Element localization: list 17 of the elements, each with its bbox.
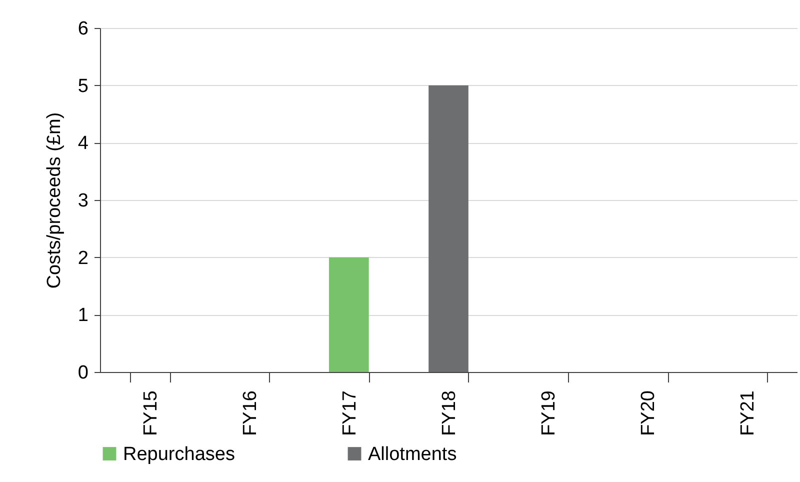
x-tick-label: FY18 xyxy=(439,390,460,436)
y-axis-title: Costs/proceeds (£m) xyxy=(44,112,65,289)
y-tick-label: 5 xyxy=(78,76,88,97)
y-tick-label: 3 xyxy=(78,190,88,212)
x-tick-label: FY15 xyxy=(140,390,162,436)
y-tick-label: 6 xyxy=(78,18,88,40)
legend-label: Allotments xyxy=(368,444,457,465)
y-tick-label: 1 xyxy=(78,305,88,326)
x-tick-label: FY20 xyxy=(638,390,660,436)
y-tick-label: 2 xyxy=(78,248,88,269)
x-tick-label: FY17 xyxy=(339,390,360,436)
x-tick-label: FY19 xyxy=(538,390,560,436)
legend-label: Repurchases xyxy=(123,444,235,465)
y-tick-label: 4 xyxy=(78,133,89,154)
x-tick-label: FY16 xyxy=(240,390,261,436)
y-tick-label: 0 xyxy=(78,362,88,384)
x-tick-label: FY21 xyxy=(738,390,759,436)
